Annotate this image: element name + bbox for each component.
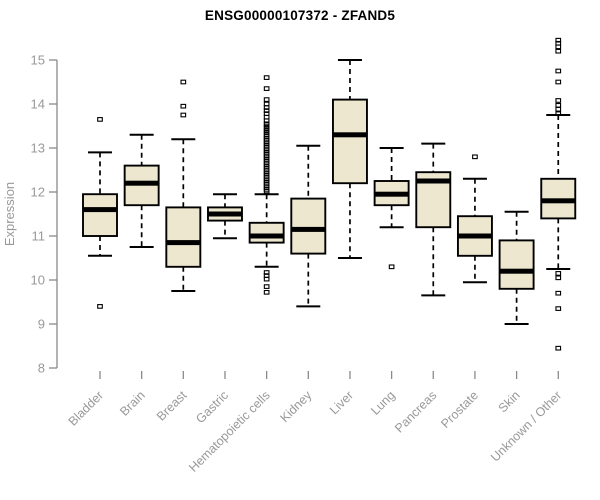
- median-line: [166, 240, 201, 246]
- y-tick-label: 13: [31, 141, 45, 156]
- outlier-point: [263, 86, 270, 91]
- x-tick-label-kidney: Kidney: [277, 388, 314, 425]
- x-tick-label-skin: Skin: [496, 388, 523, 415]
- median-line: [457, 233, 492, 239]
- boxplot-liver: [332, 59, 368, 259]
- boxplot-pancreas: [415, 142, 452, 297]
- outlier-point: [263, 75, 270, 80]
- boxplot-kidney: [290, 144, 327, 308]
- boxplot-brain: [123, 133, 160, 248]
- boxplot-lung: [373, 147, 410, 270]
- y-tick-label: 14: [31, 97, 45, 112]
- outlier-point: [97, 304, 103, 309]
- outlier-point: [263, 188, 270, 194]
- median-line: [332, 132, 367, 138]
- outlier-point: [555, 306, 562, 311]
- outlier-point: [555, 106, 562, 112]
- x-tick-label-bladder: Bladder: [66, 388, 106, 428]
- y-tick-label: 10: [31, 273, 45, 288]
- median-line: [374, 191, 409, 197]
- outlier-point: [555, 290, 562, 296]
- outlier-point: [555, 48, 562, 54]
- y-axis: 8 9 10 11 12 13 14 15 Expression: [2, 53, 58, 376]
- iqr-box: [498, 239, 535, 290]
- median-line: [124, 180, 159, 186]
- y-tick-label: 15: [31, 53, 45, 68]
- outlier-point: [555, 98, 562, 103]
- x-tick-label-unknown-other: Unknown / Other: [488, 388, 564, 464]
- outlier-point: [388, 264, 395, 270]
- iqr-box: [82, 193, 118, 237]
- boxplot-skin: [498, 210, 535, 325]
- iqr-box: [165, 206, 202, 268]
- outlier-point: [472, 154, 478, 160]
- outlier-point: [555, 271, 562, 276]
- y-tick-label: 12: [31, 185, 45, 200]
- x-tick-label-prostate: Prostate: [438, 388, 481, 431]
- outlier-point: [263, 97, 270, 102]
- x-tick-label-gastric: Gastric: [193, 388, 231, 426]
- outlier-point: [555, 345, 562, 351]
- y-tick-label: 11: [32, 229, 46, 244]
- outlier-point: [263, 276, 270, 282]
- y-tick-label: 9: [38, 317, 45, 332]
- outlier-point: [555, 44, 562, 50]
- boxplot-breast: [165, 79, 202, 292]
- outlier-point: [263, 289, 270, 295]
- iqr-box: [248, 221, 285, 244]
- x-tick-label-hematopoietic-cells: Hematopoietic cells: [186, 388, 273, 475]
- x-tick-label-brain: Brain: [117, 388, 148, 419]
- boxplot-prostate: [456, 154, 493, 284]
- outlier-point: [180, 103, 187, 109]
- outlier-point: [180, 79, 187, 85]
- median-line: [249, 233, 284, 239]
- median-line: [207, 211, 242, 217]
- y-axis-title: Expression: [2, 182, 17, 246]
- boxplot-bladder: [82, 117, 118, 309]
- boxplot-unknown-other: [540, 37, 577, 351]
- chart-title: ENSG00000107372 - ZFAND5: [204, 8, 396, 23]
- outlier-point: [555, 102, 562, 108]
- x-tick-label-liver: Liver: [327, 388, 356, 417]
- outlier-point: [555, 111, 562, 117]
- outlier-point: [97, 117, 103, 122]
- median-line: [541, 198, 576, 204]
- outlier-point: [180, 112, 187, 118]
- iqr-box: [290, 197, 327, 255]
- median-line: [291, 226, 326, 232]
- median-line: [83, 207, 117, 213]
- x-tick-label-pancreas: Pancreas: [392, 388, 439, 435]
- median-line: [416, 178, 451, 184]
- outlier-point: [263, 284, 270, 289]
- iqr-box: [332, 98, 368, 185]
- x-tick-label-lung: Lung: [368, 388, 398, 418]
- x-tick-label-breast: Breast: [154, 388, 190, 424]
- outlier-point: [555, 275, 562, 281]
- median-line: [499, 268, 534, 274]
- boxplot-hematopoietic-cells: [248, 75, 285, 295]
- outlier-point: [555, 68, 562, 74]
- outlier-point: [555, 79, 562, 85]
- boxplot-gastric: [207, 193, 243, 240]
- y-tick-label: 8: [38, 361, 45, 376]
